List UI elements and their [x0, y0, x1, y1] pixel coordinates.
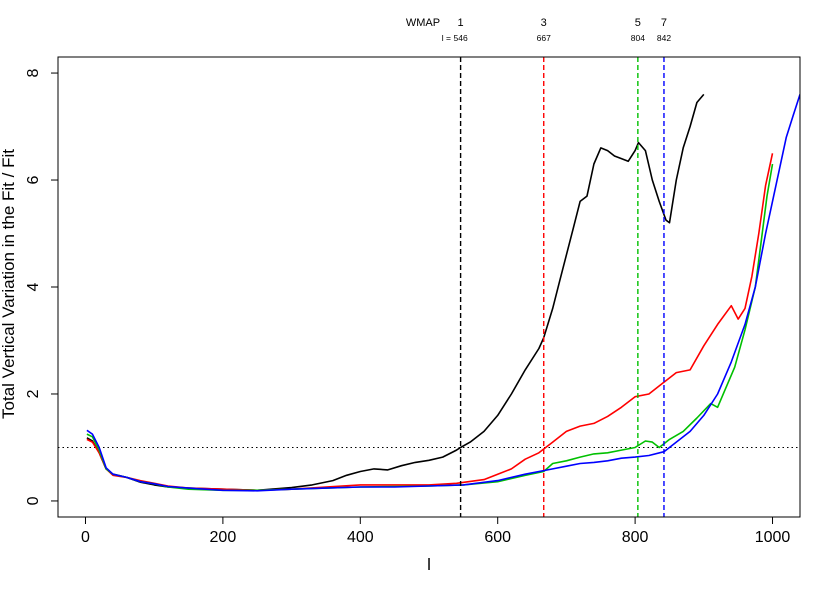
x-tick-label: 800 [622, 529, 649, 546]
y-tick-label: 2 [25, 389, 42, 398]
peak-l-value-label: 667 [537, 33, 551, 43]
x-tick-label: 600 [484, 529, 511, 546]
x-tick-label: 0 [81, 529, 90, 546]
plot-frame [57, 56, 801, 518]
wmap-label: WMAP [406, 17, 440, 29]
peak-l-value-label: 842 [657, 33, 671, 43]
l-equals-label: l = [442, 33, 451, 43]
x-tick-label: 400 [347, 529, 374, 546]
series-line-3 [86, 163, 774, 492]
x-axis-title: l [427, 555, 431, 574]
series-line-4 [86, 94, 800, 492]
peak-number-label: 1 [458, 17, 464, 29]
y-axis-title: Total Vertical Variation in the Fit / Fi… [0, 149, 18, 419]
y-tick-label: 8 [25, 68, 42, 77]
peak-number-label: 3 [541, 17, 547, 29]
peak-l-value-label: 546 [454, 33, 468, 43]
marker-layer: 1 546 3 667 5 804 7 842 [454, 17, 671, 517]
y-tick-label: 6 [25, 175, 42, 184]
x-tick-label: 200 [210, 529, 237, 546]
axis-layer: 0 200 400 600 800 1000 0 2 4 6 8 [25, 68, 790, 546]
x-tick-label: 1000 [755, 529, 791, 546]
y-tick-label: 4 [25, 282, 42, 291]
y-tick-label: 0 [25, 496, 42, 505]
peak-number-label: 7 [661, 17, 667, 29]
peak-l-value-label: 804 [631, 33, 645, 43]
peak-number-label: 5 [635, 17, 641, 29]
series-layer [86, 93, 800, 492]
series-line-1 [86, 93, 705, 492]
